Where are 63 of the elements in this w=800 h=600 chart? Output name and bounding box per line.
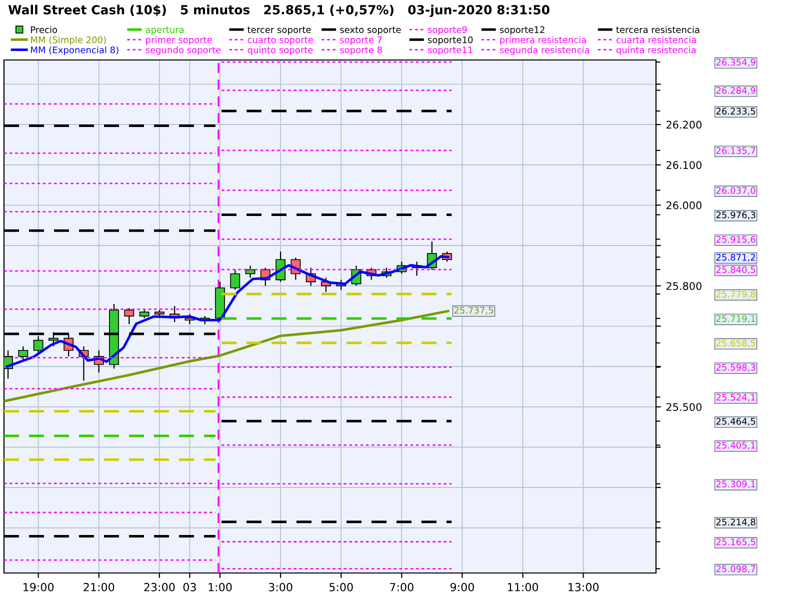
y2-tick-label: 26.284,9 bbox=[716, 87, 756, 95]
legend-label: MM (Exponencial 8) bbox=[31, 46, 118, 56]
x-tick-label: 13:00 bbox=[568, 582, 599, 592]
legend-label: cuarto soporte bbox=[248, 36, 313, 45]
legend-label: MM (Simple 200) bbox=[31, 36, 106, 45]
candlestick bbox=[18, 346, 28, 362]
legend-label: primera resistencia bbox=[500, 36, 586, 45]
y2-tick-label: 26.135,7 bbox=[716, 147, 756, 155]
legend-label: segundo soporte bbox=[146, 46, 221, 56]
data-label: 25.737,5 bbox=[454, 306, 494, 315]
y2-tick-label: 25.464,5 bbox=[716, 418, 756, 426]
y-tick-label: 26.200 bbox=[666, 120, 702, 129]
candlestick bbox=[230, 269, 240, 290]
legend-label: sexto soporte bbox=[340, 26, 401, 35]
legend-label: apertura bbox=[146, 26, 184, 35]
line-series bbox=[4, 310, 450, 402]
y2-tick-label: 25.524,1 bbox=[716, 394, 756, 402]
y2-tick-label: 25.871,2 bbox=[716, 254, 756, 262]
y2-tick-label: 25.098,7 bbox=[716, 565, 756, 574]
chart-title: Wall Street Cash (10$) 5 minutos 25.865,1 (+0,57%) 03-jun-2020 8:31:50 bbox=[8, 4, 550, 17]
legend-label: segunda resistencia bbox=[500, 46, 589, 56]
y-tick-label: 25.800 bbox=[666, 282, 702, 290]
y2-tick-label: 25.165,5 bbox=[716, 538, 756, 546]
legend-label: soporte 7 bbox=[340, 36, 382, 45]
legend-label: primer soporte bbox=[146, 36, 212, 45]
x-tick-label: 21:00 bbox=[84, 582, 114, 592]
x-tick-label: 7:00 bbox=[390, 582, 414, 592]
legend-label: soporte9 bbox=[428, 26, 467, 35]
legend-label: soporte 8 bbox=[340, 46, 382, 56]
y2-tick-label: 25.598,3 bbox=[716, 364, 756, 372]
legend-label: soporte10 bbox=[428, 36, 473, 45]
x-tick-label: 23:00 bbox=[144, 582, 175, 592]
y2-tick-label: 25.658,5 bbox=[716, 340, 756, 348]
y2-tick-label: 25.840,5 bbox=[716, 266, 756, 274]
legend-label: Precio bbox=[31, 26, 58, 34]
x-tick-label: 5:00 bbox=[329, 582, 353, 592]
x-tick-label: 03 bbox=[183, 582, 196, 592]
x-tick-label: 11:00 bbox=[508, 582, 538, 592]
y-tick-label: 26.100 bbox=[666, 161, 702, 169]
legend-label: quinto soporte bbox=[248, 46, 313, 56]
legend-label: soporte12 bbox=[500, 26, 544, 35]
y2-tick-label: 25.309,1 bbox=[716, 480, 756, 488]
y2-tick-label: 26.233,5 bbox=[716, 108, 756, 116]
y2-tick-label: 25.405,1 bbox=[716, 442, 756, 450]
x-tick-label: 1:00 bbox=[208, 582, 232, 592]
y2-tick-label: 25.779,8 bbox=[716, 290, 756, 298]
legend-label: tercera resistencia bbox=[616, 26, 700, 34]
y2-tick-label: 25.915,6 bbox=[716, 236, 756, 244]
y2-tick-label: 25.214,8 bbox=[716, 518, 756, 526]
legend-label: quinta resistencia bbox=[616, 46, 696, 56]
legend-label: cuarta resistencia bbox=[616, 36, 696, 44]
x-tick-label: 9:00 bbox=[450, 582, 474, 592]
legend-label: soporte11 bbox=[428, 46, 472, 56]
legend-label: tercer soporte bbox=[248, 26, 311, 35]
y2-tick-label: 25.719,1 bbox=[716, 315, 756, 323]
y-tick-label: 26.000 bbox=[666, 201, 702, 210]
x-tick-label: 19:00 bbox=[24, 582, 54, 592]
y-tick-label: 25.500 bbox=[666, 403, 702, 411]
y2-tick-label: 25.976,3 bbox=[716, 211, 756, 220]
candlestick bbox=[124, 307, 134, 325]
y2-tick-label: 26.037,0 bbox=[716, 186, 756, 195]
y2-tick-label: 26.354,9 bbox=[716, 58, 756, 67]
x-tick-label: 3:00 bbox=[268, 582, 292, 592]
